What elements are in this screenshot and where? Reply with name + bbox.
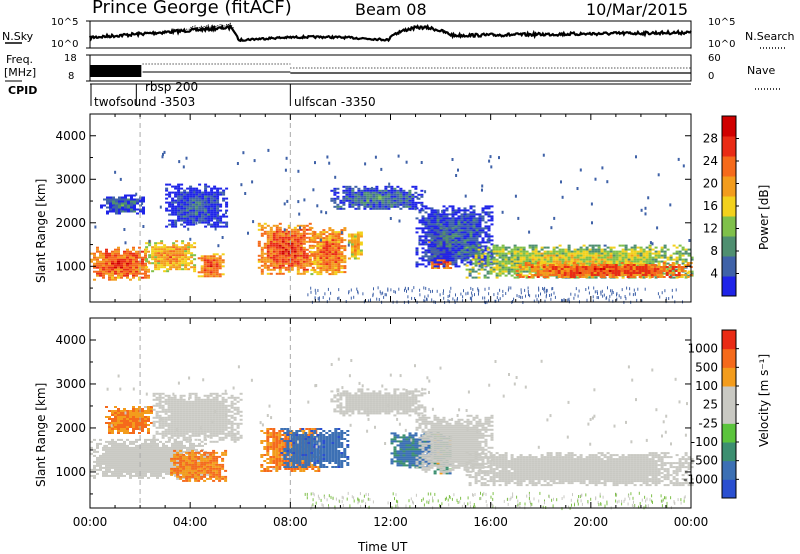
velocity-colorbar-tick: -100 xyxy=(691,435,718,449)
velocity-colorbar-tick: 1000 xyxy=(687,342,718,356)
power-echo-region xyxy=(330,185,424,210)
freq-panel-frame xyxy=(89,54,692,82)
velocity-colorbar-swatch xyxy=(722,423,736,443)
power-colorbar-swatch xyxy=(722,156,736,177)
velocity-heatmap xyxy=(90,357,694,511)
nsearch-tick-low: 10^0 xyxy=(708,39,736,50)
power-colorbar-label: Power [dB] xyxy=(757,184,771,250)
velocity-ytick-label: 1000 xyxy=(55,465,86,479)
xtick-label: 20:00 xyxy=(574,515,609,529)
power-colorbar-tick: 24 xyxy=(703,154,718,168)
cpid-program-rbsp: rbsp 200 xyxy=(145,80,199,94)
freq-label: Freq. xyxy=(6,53,34,66)
power-colorbar-tick: 28 xyxy=(703,132,718,146)
power-colorbar-swatch xyxy=(722,176,736,197)
velocity-colorbar-tick: 500 xyxy=(695,360,718,374)
velocity-echo-region xyxy=(152,392,243,443)
power-ytick-label: 4000 xyxy=(55,129,86,143)
power-echo-region xyxy=(415,205,494,268)
power-ylabel: Slant Range [km] xyxy=(34,178,48,283)
velocity-colorbar-swatch xyxy=(722,479,736,499)
xtick-label: 16:00 xyxy=(473,515,508,529)
nave-label: Nave xyxy=(747,64,776,77)
noise-panel-frame xyxy=(89,20,692,49)
velocity-colorbar-swatch xyxy=(722,442,736,462)
velocity-ytick-label: 2000 xyxy=(55,421,86,435)
power-echo-region xyxy=(257,222,315,275)
velocity-colorbar-swatch xyxy=(722,460,736,480)
cpid-label: CPID xyxy=(8,84,38,97)
nave-tick-high: 60 xyxy=(708,53,721,64)
nsearch-tick-high: 10^5 xyxy=(708,17,736,28)
xtick-label: 00:00 xyxy=(73,515,108,529)
velocity-colorbar-frame xyxy=(721,329,737,499)
freq-unit-label: [MHz] xyxy=(4,66,37,79)
xtick-label: 04:00 xyxy=(173,515,208,529)
xtick-label: 12:00 xyxy=(373,515,408,529)
freq-tick-high: 18 xyxy=(64,53,77,64)
freq-block-twofsound xyxy=(90,65,142,77)
power-echo-region xyxy=(310,227,347,276)
cpid-program-twofsound: twofsound -3503 xyxy=(94,95,196,109)
power-colorbar-swatch xyxy=(722,136,736,157)
velocity-colorbar-tick: 25 xyxy=(703,398,718,412)
power-echo-region xyxy=(90,246,150,281)
velocity-colorbar-tick: 100 xyxy=(695,379,718,393)
x-axis-label: Time UT xyxy=(358,540,408,554)
power-ytick-label: 2000 xyxy=(55,216,86,230)
power-echo-region xyxy=(165,183,229,228)
velocity-colorbar-swatch xyxy=(722,348,736,368)
velocity-colorbar-swatch xyxy=(722,386,736,406)
velocity-colorbar-swatch xyxy=(722,330,736,350)
velocity-colorbar-tick: -25 xyxy=(698,416,718,430)
nsky-tick-low: 10^0 xyxy=(51,39,79,50)
beam-title: Beam 08 xyxy=(355,0,427,19)
power-ytick-label: 1000 xyxy=(55,259,86,273)
power-colorbar-swatch xyxy=(722,276,736,297)
velocity-colorbar-tick: -500 xyxy=(691,454,718,468)
velocity-colorbar-label: Velocity [m s⁻¹] xyxy=(757,353,771,447)
velocity-echo-region xyxy=(330,388,427,417)
velocity-colorbar-swatch xyxy=(722,367,736,387)
power-ytick-label: 3000 xyxy=(55,172,86,186)
power-echo-region xyxy=(145,240,197,273)
power-colorbar-tick: 20 xyxy=(703,177,718,191)
power-colorbar-swatch xyxy=(722,116,736,137)
velocity-echo-region xyxy=(105,406,153,434)
power-colorbar-swatch xyxy=(722,256,736,277)
velocity-ylabel: Slant Range [km] xyxy=(34,382,48,487)
power-colorbar-tick: 8 xyxy=(710,244,718,258)
velocity-echo-region xyxy=(415,414,494,473)
power-colorbar-tick: 16 xyxy=(703,199,718,213)
station-title: Prince George (fitACF) xyxy=(92,0,292,18)
velocity-ytick-label: 3000 xyxy=(55,377,86,391)
velocity-echo-region xyxy=(170,449,228,482)
freq-tick-low: 8 xyxy=(68,71,75,82)
power-colorbar-tick: 12 xyxy=(703,222,718,236)
nave-tick-low: 0 xyxy=(708,71,715,82)
power-echo-region xyxy=(347,231,363,260)
xtick-label: 00:00 xyxy=(674,515,709,529)
cpid-program-ulfscan: ulfscan -3350 xyxy=(294,95,376,109)
power-colorbar-swatch xyxy=(722,196,736,217)
power-colorbar-swatch xyxy=(722,216,736,237)
nsky-label: N.Sky xyxy=(2,30,34,43)
date-title: 10/Mar/2015 xyxy=(586,0,689,19)
velocity-colorbar-swatch xyxy=(722,404,736,424)
power-heatmap xyxy=(90,148,694,305)
velocity-ytick-label: 4000 xyxy=(55,333,86,347)
power-echo-region xyxy=(197,253,225,278)
nsky-tick-high: 10^5 xyxy=(51,17,79,28)
velocity-echo-region xyxy=(465,452,694,487)
power-colorbar-swatch xyxy=(722,236,736,257)
nsearch-label: N.Search xyxy=(745,30,795,43)
noise-sky-line xyxy=(88,23,692,43)
xtick-label: 08:00 xyxy=(273,515,308,529)
power-echo-region xyxy=(100,194,145,215)
power-colorbar-tick: 4 xyxy=(710,267,718,281)
velocity-colorbar-tick: -1000 xyxy=(683,472,718,486)
